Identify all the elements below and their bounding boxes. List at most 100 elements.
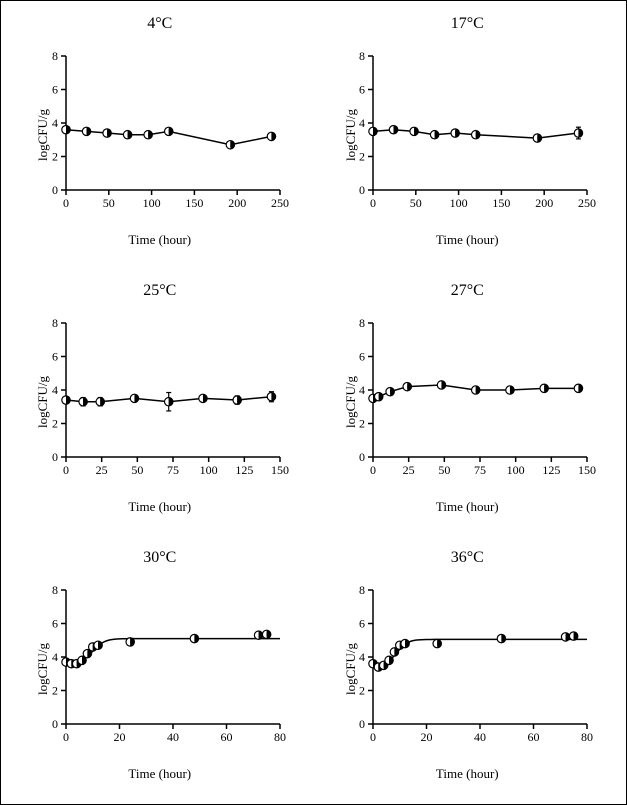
y-tick-label: 0 — [359, 717, 365, 731]
plot-wrap: logCFU/g 02468050100150200250 — [19, 39, 301, 230]
x-tick-label: 150 — [578, 463, 596, 477]
data-marker — [385, 656, 393, 664]
x-tick-label: 100 — [450, 196, 468, 210]
x-tick-label: 40 — [474, 730, 486, 744]
x-tick-label: 50 — [103, 196, 115, 210]
y-axis-label: logCFU/g — [35, 375, 51, 427]
x-tick-label: 0 — [63, 730, 69, 744]
panel-p17: 17°C logCFU/g 02468050100150200250 — [327, 15, 609, 248]
y-axis-label: logCFU/g — [343, 108, 359, 160]
y-tick-label: 2 — [52, 683, 58, 697]
y-tick-label: 2 — [52, 416, 58, 430]
plot-p36: 02468020406080 — [337, 584, 597, 754]
y-tick-label: 8 — [52, 49, 58, 63]
data-marker — [144, 130, 152, 138]
data-marker — [386, 387, 394, 395]
data-marker — [164, 397, 172, 405]
data-marker — [103, 128, 111, 136]
y-tick-label: 2 — [359, 416, 365, 430]
x-tick-label: 0 — [370, 463, 376, 477]
data-marker — [574, 384, 582, 392]
panel-p36: 36°C logCFU/g 02468020406080 — [327, 549, 609, 782]
y-axis-label: logCFU/g — [343, 375, 359, 427]
data-marker — [533, 133, 541, 141]
y-tick-label: 0 — [52, 717, 58, 731]
y-axis-label: logCFU/g — [343, 642, 359, 694]
x-tick-label: 100 — [142, 196, 160, 210]
y-tick-label: 6 — [359, 616, 365, 630]
panel-p25: 25°C logCFU/g 024680255075100125150 — [19, 282, 301, 515]
panel-title: 36°C — [451, 549, 484, 567]
y-tick-label: 4 — [52, 383, 58, 397]
y-axis-label: logCFU/g — [35, 108, 51, 160]
x-tick-label: 60 — [220, 730, 232, 744]
x-tick-label: 40 — [167, 730, 179, 744]
data-marker — [410, 127, 418, 135]
x-tick-label: 100 — [507, 463, 525, 477]
panel-title: 27°C — [451, 282, 484, 300]
x-tick-label: 80 — [274, 730, 286, 744]
x-tick-label: 200 — [228, 196, 246, 210]
x-axis-label: Time (hour) — [128, 766, 191, 782]
y-axis-label: logCFU/g — [35, 642, 51, 694]
data-marker — [431, 130, 439, 138]
data-marker — [94, 641, 102, 649]
panel-title: 4°C — [147, 15, 172, 33]
plot-wrap: logCFU/g 02468020406080 — [327, 573, 609, 764]
x-axis-label: Time (hour) — [436, 499, 499, 515]
data-marker — [267, 132, 275, 140]
y-tick-label: 2 — [359, 683, 365, 697]
y-tick-label: 4 — [52, 650, 58, 664]
data-marker — [199, 394, 207, 402]
data-marker — [390, 125, 398, 133]
data-marker — [375, 392, 383, 400]
plot-wrap: logCFU/g 024680255075100125150 — [327, 306, 609, 497]
x-axis-label: Time (hour) — [436, 766, 499, 782]
x-tick-label: 20 — [421, 730, 433, 744]
plot-p27: 024680255075100125150 — [337, 317, 597, 487]
panel-title: 30°C — [143, 549, 176, 567]
data-marker — [82, 127, 90, 135]
data-marker — [570, 631, 578, 639]
y-tick-label: 2 — [52, 149, 58, 163]
plot-p4: 02468050100150200250 — [30, 50, 290, 220]
data-marker — [62, 395, 70, 403]
x-axis-label: Time (hour) — [128, 499, 191, 515]
y-tick-label: 0 — [359, 450, 365, 464]
data-marker — [472, 130, 480, 138]
panel-title: 17°C — [451, 15, 484, 33]
y-tick-label: 6 — [52, 616, 58, 630]
plot-p17: 02468050100150200250 — [337, 50, 597, 220]
panel-p30: 30°C logCFU/g 02468020406080 — [19, 549, 301, 782]
data-marker — [369, 127, 377, 135]
y-tick-label: 0 — [359, 183, 365, 197]
data-marker — [401, 639, 409, 647]
plot-p30: 02468020406080 — [30, 584, 290, 754]
x-tick-label: 0 — [370, 196, 376, 210]
data-marker — [433, 639, 441, 647]
y-tick-label: 8 — [359, 316, 365, 330]
x-tick-label: 150 — [271, 463, 289, 477]
x-tick-label: 0 — [370, 730, 376, 744]
y-tick-label: 6 — [359, 82, 365, 96]
y-tick-label: 8 — [52, 583, 58, 597]
x-tick-label: 20 — [113, 730, 125, 744]
panel-grid: 4°C logCFU/g 02468050100150200250 — [1, 1, 626, 804]
x-tick-label: 125 — [235, 463, 253, 477]
plot-wrap: logCFU/g 024680255075100125150 — [19, 306, 301, 497]
data-marker — [451, 128, 459, 136]
panel-p4: 4°C logCFU/g 02468050100150200250 — [19, 15, 301, 248]
x-tick-label: 80 — [581, 730, 593, 744]
data-marker — [233, 395, 241, 403]
data-marker — [123, 130, 131, 138]
y-tick-label: 8 — [359, 583, 365, 597]
data-marker — [96, 397, 104, 405]
x-tick-label: 50 — [439, 463, 451, 477]
y-tick-label: 6 — [52, 82, 58, 96]
data-marker — [226, 140, 234, 148]
figure-container: 4°C logCFU/g 02468050100150200250 — [0, 0, 627, 805]
data-marker — [506, 385, 514, 393]
x-axis-label: Time (hour) — [128, 232, 191, 248]
plot-wrap: logCFU/g 02468020406080 — [19, 573, 301, 764]
data-marker — [562, 632, 570, 640]
